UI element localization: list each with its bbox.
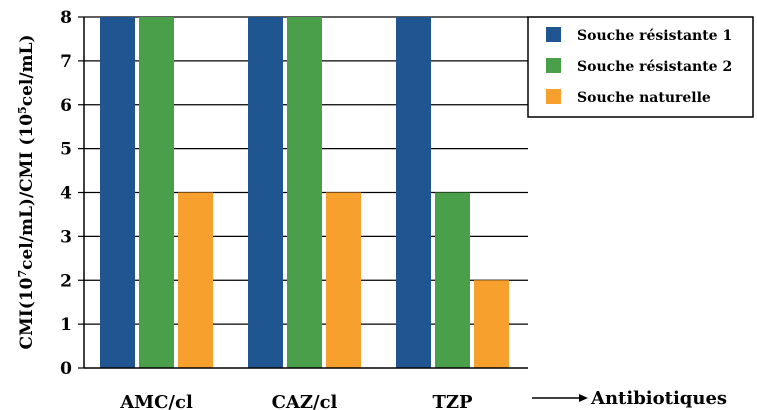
bars xyxy=(100,17,509,368)
x-category-label: TZP xyxy=(432,392,473,410)
y-tick-label: 5 xyxy=(60,140,72,160)
bar xyxy=(248,17,283,368)
bar xyxy=(287,17,322,368)
bar xyxy=(474,280,509,368)
bar xyxy=(396,17,431,368)
bar xyxy=(178,192,213,368)
y-tick-label: 4 xyxy=(60,184,72,204)
x-axis-label: Antibiotiques xyxy=(590,388,727,409)
legend-swatch xyxy=(546,27,561,42)
x-category-label: AMC/cl xyxy=(119,392,193,410)
x-axis-label-group: Antibiotiques xyxy=(532,388,727,409)
y-tick-label: 0 xyxy=(60,359,72,379)
bar xyxy=(326,192,361,368)
bar xyxy=(139,17,174,368)
legend-label: Souche naturelle xyxy=(577,90,711,106)
x-category-labels: AMC/cl CAZ/cl TZP xyxy=(119,392,473,410)
y-tick-label: 7 xyxy=(60,52,72,72)
y-tick-label: 8 xyxy=(60,8,72,28)
legend-swatch xyxy=(546,89,561,104)
legend: Souche résistante 1 Souche résistante 2 So… xyxy=(527,16,754,118)
legend-label: Souche résistante 1 xyxy=(577,28,732,44)
arrow-head-icon xyxy=(579,394,588,402)
bar xyxy=(100,17,135,368)
legend-swatch xyxy=(546,58,561,73)
legend-frame xyxy=(527,16,754,118)
y-tick-label: 1 xyxy=(60,315,72,335)
x-category-label: CAZ/cl xyxy=(272,392,338,410)
y-axis-label: CMI(107cel/mL)/CMI (105cel/mL) xyxy=(16,34,37,349)
bar xyxy=(435,192,470,368)
legend-label: Souche résistante 2 xyxy=(577,59,732,75)
y-tick-label: 2 xyxy=(60,271,72,291)
y-tick-labels: 0 1 2 3 4 5 6 7 8 xyxy=(60,8,84,379)
y-tick-label: 6 xyxy=(60,96,72,116)
y-tick-label: 3 xyxy=(60,227,72,247)
